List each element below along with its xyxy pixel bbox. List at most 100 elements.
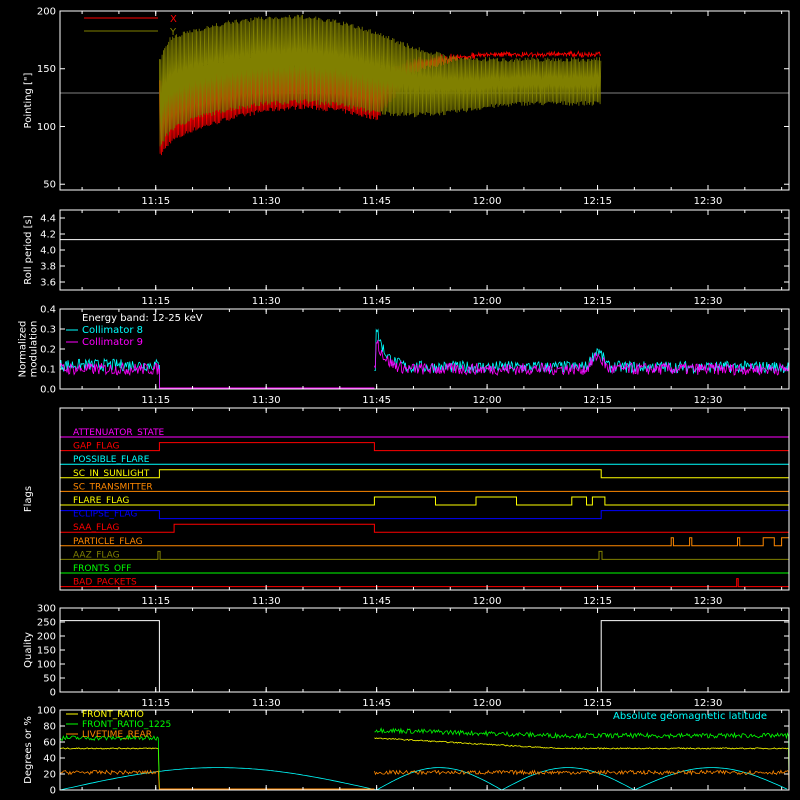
- y-tick-label: 250: [37, 618, 56, 629]
- plot-frame: [59, 209, 790, 291]
- x-tick-label: 12:30: [694, 596, 723, 607]
- y-tick-label: 150: [37, 64, 56, 75]
- series-line-front-ratio: [59, 737, 790, 791]
- series-line-collimator-8: [59, 328, 790, 389]
- y-tick-label: 100: [37, 706, 56, 717]
- x-tick-label: 12:15: [583, 196, 612, 207]
- y-tick-label: 200: [37, 7, 56, 18]
- flag-label: PARTICLE_FLAG: [73, 537, 143, 547]
- y-tick-label: 100: [37, 660, 56, 671]
- energy-band-annotation: Energy band: 12-25 keV: [82, 313, 203, 324]
- plot-frame: [59, 308, 790, 390]
- flag-line: [60, 496, 789, 506]
- x-tick-label: 12:30: [694, 395, 723, 406]
- y-tick-label: 0: [50, 688, 56, 699]
- y-tick-label: 4.2: [40, 230, 56, 241]
- y-axis-label: modulation: [29, 321, 40, 378]
- y-axis-label: Pointing ["]: [23, 72, 34, 128]
- x-tick-label: 11:15: [141, 296, 170, 307]
- y-tick-label: 0.0: [40, 385, 56, 396]
- y-tick-label: 50: [43, 180, 56, 191]
- legend-label: X: [170, 14, 177, 25]
- series-line-front-ratio-1225: [59, 727, 790, 791]
- flag-line: [60, 578, 789, 588]
- x-tick-label: 11:45: [362, 196, 391, 207]
- x-tick-label: 11:45: [362, 596, 391, 607]
- y-tick-label: 40: [43, 754, 56, 765]
- x-tick-label: 12:30: [694, 296, 723, 307]
- flag-label: SC_IN_SUNLIGHT: [73, 469, 150, 479]
- series-line-geomagnetic-latitude: [59, 767, 787, 791]
- y-tick-label: 50: [43, 674, 56, 685]
- y-tick-label: 20: [43, 770, 56, 781]
- y-tick-label: 300: [37, 604, 56, 615]
- y-tick-label: 3.6: [40, 278, 56, 289]
- y-axis-label: Degrees or %: [23, 716, 34, 784]
- x-tick-label: 12:15: [583, 596, 612, 607]
- y-tick-label: 3.8: [40, 262, 56, 273]
- x-tick-label: 11:45: [362, 395, 391, 406]
- plot-frame: [59, 407, 790, 591]
- y-tick-label: 0: [50, 786, 56, 797]
- x-tick-label: 11:15: [141, 196, 170, 207]
- y-tick-label: 150: [37, 646, 56, 657]
- flag-line: [60, 523, 789, 533]
- y-tick-label: 200: [37, 632, 56, 643]
- flag-label: GAP_FLAG: [73, 442, 119, 452]
- x-tick-label: 11:30: [252, 698, 281, 709]
- y-tick-label: 60: [43, 738, 56, 749]
- legend-label: Collimator 9: [82, 337, 143, 348]
- legend-label: FRONT_RATIO_1225: [82, 720, 171, 730]
- quality-line: [60, 620, 789, 693]
- plot-frame: [59, 709, 790, 791]
- y-axis-label: Quality: [23, 632, 34, 668]
- x-tick-label: 11:30: [252, 296, 281, 307]
- series-line-livetime-rear: [59, 769, 790, 791]
- legend-label: FRONT_RATIO: [82, 710, 144, 720]
- x-tick-label: 12:15: [583, 698, 612, 709]
- flags-panel: ATTENUATOR_STATE GAP_FLAG POSSIBLE_FLARE SC…: [23, 407, 790, 607]
- x-tick-label: 12:00: [473, 296, 502, 307]
- legend-label: Collimator 8: [82, 325, 143, 336]
- x-tick-label: 11:15: [141, 395, 170, 406]
- flag-line: [60, 550, 789, 560]
- quality-panel: 0 50 100 150 200 250 300 11:15 11:30 11:45 12:00 12…: [23, 604, 790, 709]
- x-tick-label: 12:00: [473, 698, 502, 709]
- legend-label: LIVETIME_REAR: [82, 730, 152, 740]
- flag-label: FRONTS_OFF: [73, 564, 131, 574]
- flag-label: SAA_FLAG: [73, 523, 119, 533]
- y-axis-label: Roll period [s]: [23, 215, 34, 284]
- y-axis-label: Flags: [23, 486, 34, 512]
- flag-line: [60, 442, 789, 452]
- flag-label: AAZ_FLAG: [73, 550, 120, 560]
- flag-label: SC_TRANSMITTER: [73, 482, 153, 492]
- x-tick-label: 12:30: [694, 698, 723, 709]
- y-tick-label: 0.4: [40, 305, 56, 316]
- x-tick-label: 11:30: [252, 196, 281, 207]
- flag-label: POSSIBLE_FLARE: [73, 455, 150, 465]
- modulation-panel: 0.0 0.1 0.2 0.3 0.4 11:15 11:30 11:45 12:00 12:15…: [18, 305, 790, 406]
- flag-line: [59, 510, 790, 520]
- x-tick-label: 12:15: [583, 296, 612, 307]
- x-tick-label: 12:30: [694, 196, 723, 207]
- x-tick-label: 11:30: [252, 395, 281, 406]
- x-tick-label: 11:15: [141, 698, 170, 709]
- y-tick-label: 0.1: [40, 365, 56, 376]
- y-tick-label: 0.2: [40, 345, 56, 356]
- legend-label: Y: [169, 27, 177, 38]
- plot-frame: [59, 607, 790, 693]
- y-tick-label: 4.4: [40, 214, 56, 225]
- x-tick-label: 12:00: [473, 395, 502, 406]
- x-tick-label: 11:15: [141, 596, 170, 607]
- x-tick-label: 11:45: [362, 698, 391, 709]
- y-tick-label: 4.0: [40, 246, 56, 257]
- plot-frame: [59, 10, 790, 191]
- x-tick-label: 12:00: [473, 596, 502, 607]
- x-tick-label: 12:00: [473, 196, 502, 207]
- flag-label: FLARE_FLAG: [73, 496, 129, 506]
- flag-line: [60, 469, 789, 479]
- x-tick-label: 12:15: [583, 395, 612, 406]
- x-tick-label: 11:30: [252, 596, 281, 607]
